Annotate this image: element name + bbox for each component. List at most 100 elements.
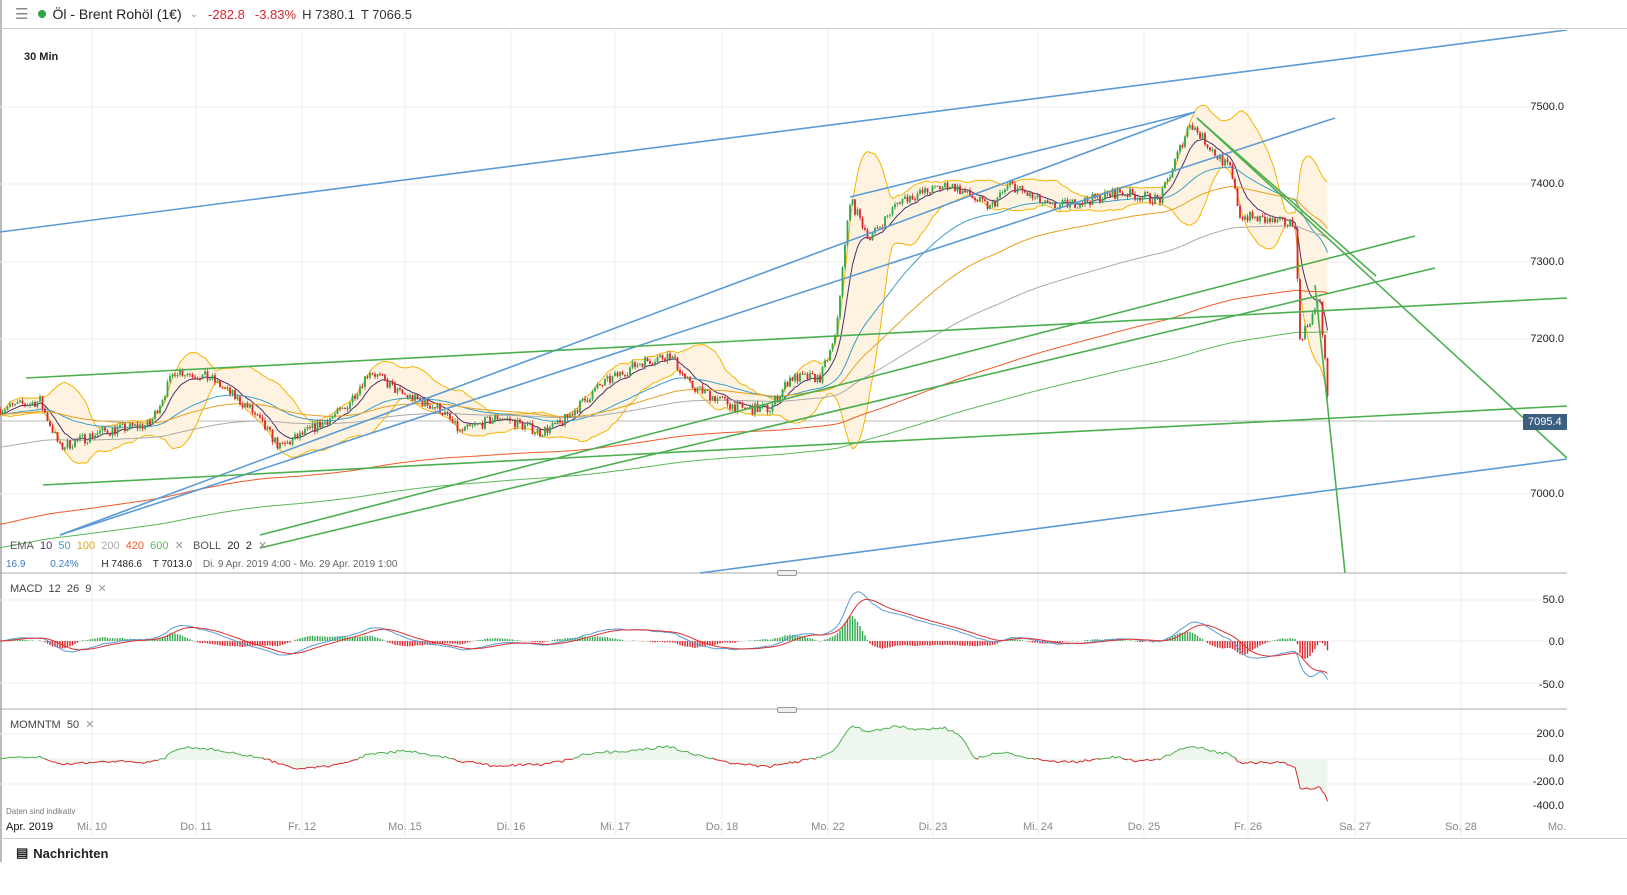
candle-body bbox=[276, 437, 279, 449]
candle-body bbox=[584, 398, 586, 401]
momentum-segment bbox=[1307, 787, 1311, 790]
candle-body bbox=[739, 402, 741, 405]
instrument-title[interactable]: Öl - Brent Rohöl (1€) bbox=[52, 6, 182, 22]
momentum-segment bbox=[872, 729, 876, 732]
momentum-segment bbox=[777, 764, 781, 766]
momentum-segment bbox=[1214, 750, 1218, 754]
momentum-fill bbox=[0, 725, 1328, 802]
momentum-segment bbox=[134, 761, 138, 764]
momentum-segment bbox=[1257, 761, 1261, 764]
x-axis-day-label: Mi. 10 bbox=[77, 821, 107, 833]
momentum-segment bbox=[1174, 750, 1178, 753]
candle-body bbox=[621, 371, 624, 375]
momentum-segment bbox=[847, 727, 851, 731]
momentum-segment bbox=[489, 765, 493, 768]
candle-body bbox=[364, 376, 366, 388]
candle-body bbox=[511, 419, 514, 421]
remove-macd-icon[interactable]: ✕ bbox=[97, 583, 107, 595]
momentum-segment bbox=[827, 752, 831, 755]
remove-boll-icon[interactable]: ✕ bbox=[257, 540, 268, 552]
momentum-segment bbox=[637, 748, 641, 751]
candle-body bbox=[259, 415, 261, 418]
candle-body bbox=[1124, 194, 1126, 196]
candle-body bbox=[1276, 219, 1279, 223]
candle-body bbox=[131, 423, 134, 426]
momentum-segment bbox=[1239, 761, 1243, 765]
macd-legend[interactable]: MACD 12 26 9 ✕ bbox=[10, 582, 107, 595]
candle-body bbox=[329, 418, 331, 425]
candle-body bbox=[504, 418, 506, 420]
candle-body bbox=[194, 376, 196, 379]
candle-body bbox=[591, 391, 594, 400]
candle-body bbox=[809, 373, 811, 380]
ema-legend[interactable]: EMA 10 50 100 200 420 600 ✕ BOLL 20 2 ✕ bbox=[10, 539, 267, 552]
candle-body bbox=[129, 423, 131, 429]
news-button[interactable]: ▤ Nachrichten bbox=[16, 845, 108, 861]
candle-body bbox=[1204, 133, 1206, 145]
candle-body bbox=[54, 432, 56, 434]
momentum-segment bbox=[1159, 757, 1163, 761]
momentum-segment bbox=[964, 742, 968, 747]
candle-body bbox=[456, 420, 459, 432]
candle-body bbox=[1206, 144, 1209, 148]
momentum-segment bbox=[247, 754, 251, 757]
momentum-segment bbox=[427, 753, 431, 757]
candle-body bbox=[136, 424, 139, 429]
candle-body bbox=[141, 424, 144, 429]
momentum-segment bbox=[1319, 786, 1323, 792]
candle-body bbox=[759, 406, 761, 412]
momentum-segment bbox=[72, 762, 76, 765]
momentum-segment bbox=[1249, 761, 1253, 763]
candle-body bbox=[479, 422, 481, 424]
momentum-legend[interactable]: MOMNTM 50 ✕ bbox=[10, 718, 94, 731]
x-axis-day-label: Fr. 12 bbox=[287, 821, 317, 833]
candle-body bbox=[1039, 195, 1041, 204]
candle-body bbox=[829, 349, 831, 361]
momentum-segment bbox=[272, 760, 276, 764]
pane-resize-handle[interactable] bbox=[777, 570, 797, 576]
candle-body bbox=[459, 429, 461, 432]
candle-body bbox=[426, 398, 429, 406]
candle-body bbox=[571, 414, 574, 416]
remove-momentum-icon[interactable]: ✕ bbox=[85, 719, 95, 731]
chevron-down-icon[interactable]: ⌄ bbox=[189, 8, 199, 20]
candle-body bbox=[394, 384, 396, 393]
remove-ema-icon[interactable]: ✕ bbox=[174, 540, 184, 552]
momentum-segment bbox=[524, 763, 528, 766]
momentum-tick: 200.0 bbox=[1536, 728, 1564, 740]
candle-body bbox=[81, 434, 84, 436]
candle-body bbox=[26, 405, 29, 407]
candle-body bbox=[211, 375, 214, 379]
candle-body bbox=[24, 403, 26, 406]
x-axis-month: Apr. 2019 bbox=[6, 821, 54, 833]
momentum-segment bbox=[19, 756, 23, 758]
momentum-segment bbox=[594, 751, 598, 754]
candle-body bbox=[811, 373, 814, 375]
candle-body bbox=[886, 215, 889, 217]
candle-body bbox=[641, 363, 644, 368]
candle-body bbox=[371, 372, 374, 375]
chart-canvas[interactable] bbox=[0, 30, 1567, 836]
momentum-segment bbox=[707, 757, 711, 760]
candle-body bbox=[1, 411, 4, 415]
hamburger-menu-icon[interactable]: ☰ bbox=[15, 6, 29, 23]
pane-resize-handle[interactable] bbox=[777, 707, 797, 713]
candle-body bbox=[1281, 217, 1284, 219]
candle-body bbox=[699, 386, 701, 388]
candle-body bbox=[486, 416, 489, 418]
momentum-segment bbox=[1182, 747, 1186, 750]
momentum-segment bbox=[834, 745, 838, 749]
candle-body bbox=[614, 372, 616, 377]
momentum-segment bbox=[7, 756, 11, 759]
price-change-percent: -3.83% bbox=[254, 6, 297, 22]
candle-body bbox=[736, 402, 739, 412]
momentum-segment bbox=[1274, 761, 1278, 763]
interval-label[interactable]: 30 Min bbox=[24, 51, 59, 63]
candle-body bbox=[944, 182, 946, 187]
candle-body bbox=[409, 395, 411, 398]
momentum-segment bbox=[1012, 753, 1016, 756]
candle-body bbox=[349, 402, 351, 410]
momentum-tick: -400.0 bbox=[1532, 800, 1564, 812]
candle-body bbox=[1169, 177, 1171, 179]
momentum-segment bbox=[374, 752, 378, 755]
